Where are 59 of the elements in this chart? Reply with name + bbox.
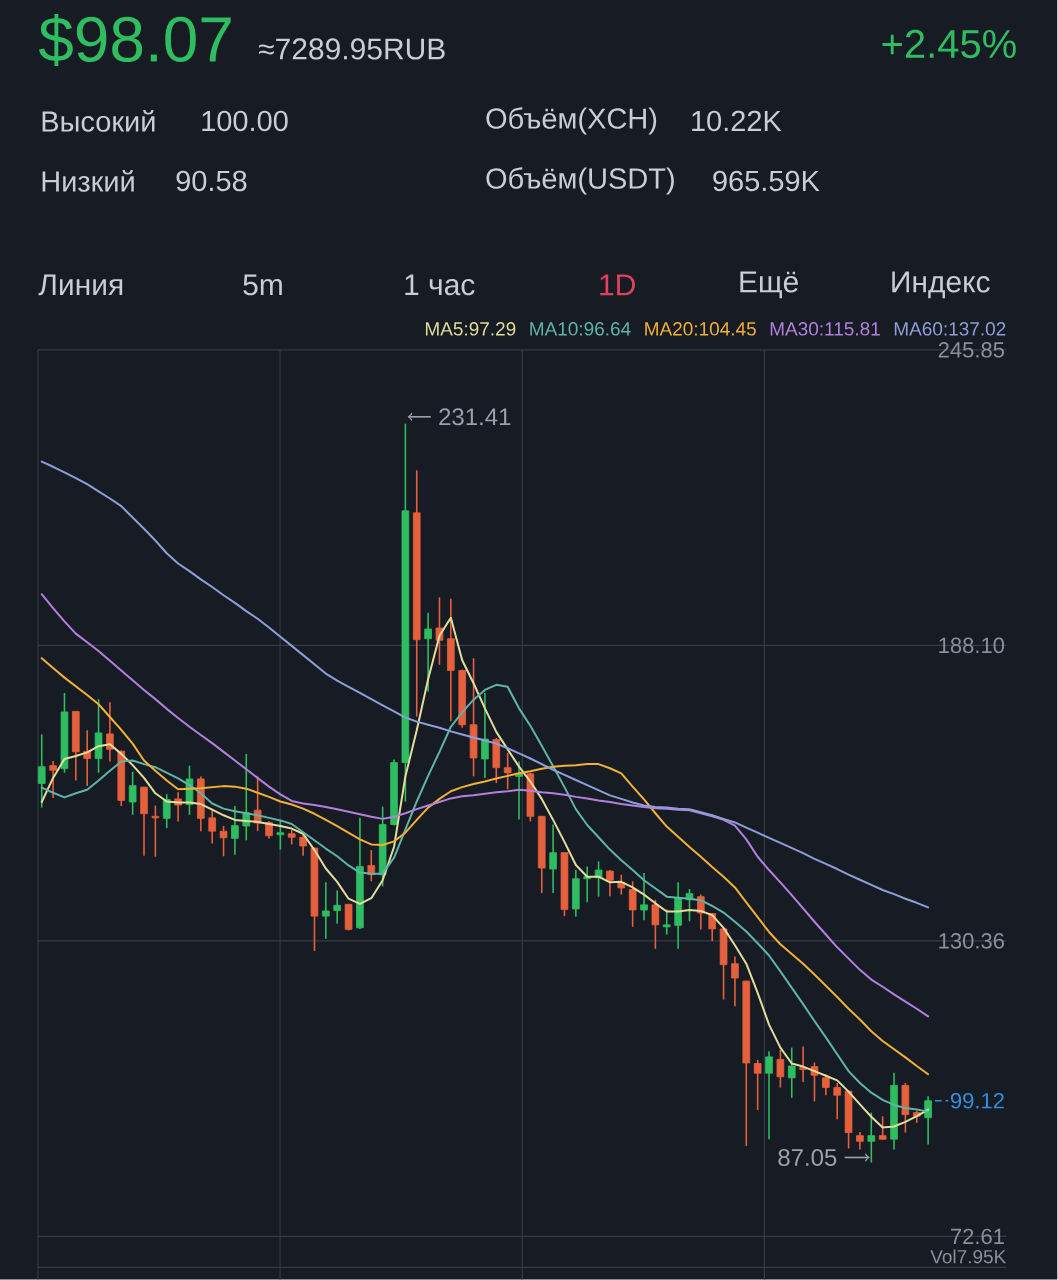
annotation: 231.41: [439, 408, 511, 426]
text: 1 час: [405, 274, 475, 296]
text: MA20:104.45: [645, 322, 757, 336]
candlestick: [606, 869, 614, 897]
candlestick: [833, 1082, 842, 1121]
candlestick: [163, 793, 171, 829]
candlestick: [276, 820, 285, 851]
candlestick: [49, 760, 58, 799]
candlestick: [219, 825, 228, 858]
y-tick-label: 245.85: [939, 342, 1005, 358]
text: Объём(XCH): [486, 107, 657, 135]
text: Индекс: [892, 271, 991, 299]
text: Высокий: [42, 110, 155, 132]
candlestick: [765, 1050, 774, 1141]
text: +2.45%: [882, 29, 1017, 59]
text: MA30:115.81: [771, 322, 881, 336]
candlestick: [879, 1115, 887, 1141]
text: MA60:137.02: [895, 322, 1006, 336]
y-tick-label: 130.36: [939, 933, 1005, 949]
ref-line-label: 99.12: [951, 1092, 1005, 1109]
candlestick: [754, 1059, 762, 1111]
text: Объём(USDT): [486, 167, 675, 195]
candlestick: [333, 889, 342, 925]
candlestick: [776, 1048, 785, 1089]
text: 90.58: [176, 170, 247, 192]
y-tick-label: 72.61: [951, 1228, 1005, 1245]
chart-title: $98.07: [39, 14, 231, 66]
chart-subtitle: ≈7289.95RUB: [259, 38, 445, 60]
text: 5m: [243, 274, 283, 296]
text: MA10:96.64: [530, 322, 631, 336]
candlestick: [424, 611, 433, 693]
text: Ещё: [740, 271, 799, 299]
candlestick: [549, 823, 558, 894]
candlestick: [822, 1073, 830, 1097]
candlestick: [731, 955, 739, 1007]
text: MA5:97.29: [426, 322, 516, 336]
candlestick: [640, 872, 649, 921]
candlestick: [151, 804, 160, 858]
candlestick: [504, 752, 512, 790]
candlestick: [38, 733, 46, 809]
candlestick: [129, 770, 137, 816]
text: 1D: [600, 274, 636, 296]
text: 10.22K: [692, 110, 782, 132]
text: Vol7.95K: [930, 1249, 1007, 1264]
candlestick: [322, 881, 330, 940]
candlestick: [788, 1046, 796, 1099]
candlestick: [663, 908, 671, 936]
text: 100.00: [202, 110, 288, 132]
candlestick: [924, 1095, 933, 1146]
candlestick: [481, 692, 489, 779]
candlestick: [651, 898, 660, 950]
annotation: 87.05: [778, 1148, 837, 1166]
y-tick-label: 188.10: [939, 637, 1005, 654]
candlestick: [231, 805, 239, 856]
text: 965.59K: [713, 170, 820, 192]
candlestick: [208, 809, 217, 845]
text: Низкий: [42, 170, 134, 192]
text: Линия: [38, 274, 123, 296]
candlestick: [629, 880, 637, 928]
